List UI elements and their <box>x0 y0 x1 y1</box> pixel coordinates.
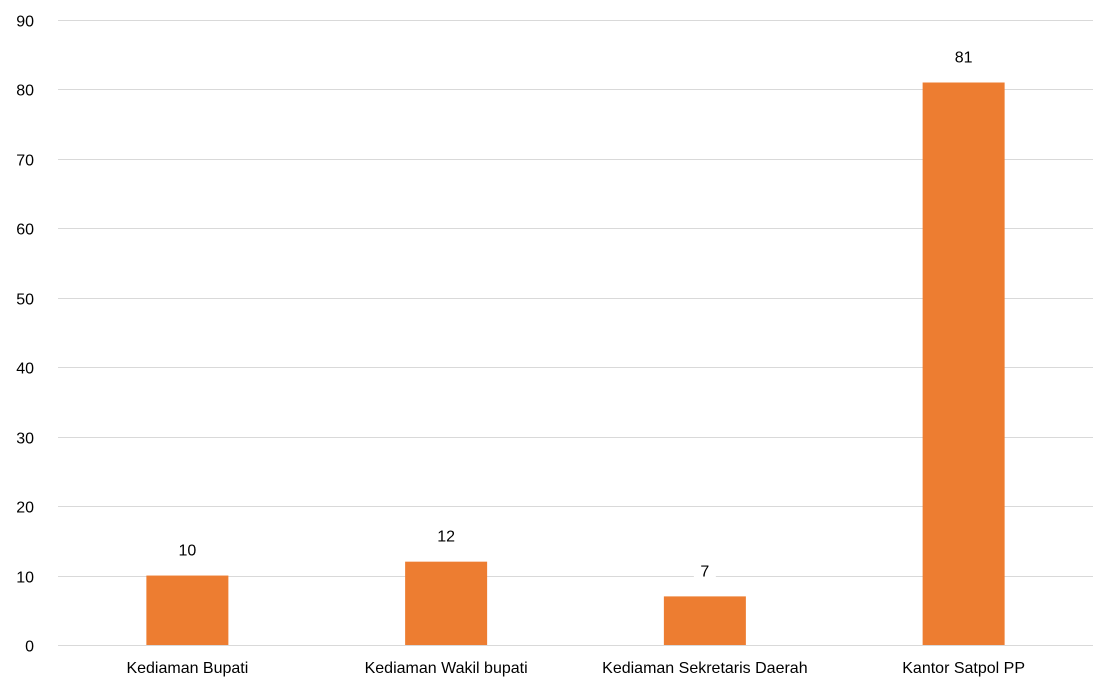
y-tick-label-90: 90 <box>16 14 34 31</box>
bar-4 <box>922 82 1005 645</box>
y-tick-label-20: 20 <box>16 500 34 517</box>
bar-2 <box>405 561 488 645</box>
x-category-label-3: Kediaman Sekretaris Daerah <box>602 660 807 677</box>
gridlines <box>58 20 1093 577</box>
y-tick-label-50: 50 <box>16 292 34 309</box>
data-label-2: 12 <box>437 529 455 546</box>
data-label-3: 7 <box>700 563 709 580</box>
y-tick-label-10: 10 <box>16 570 34 587</box>
y-tick-label-0: 0 <box>25 639 34 656</box>
data-labels: 10 12 7 81 <box>171 48 980 583</box>
x-axis-category-labels: Kediaman Bupati Kediaman Wakil bupati Kedi… <box>126 660 1025 677</box>
data-label-bg-3 <box>693 562 716 583</box>
x-category-label-1: Kediaman Bupati <box>126 660 248 677</box>
bar-3 <box>663 596 746 645</box>
y-tick-label-40: 40 <box>16 361 34 378</box>
data-label-bg-4 <box>947 48 980 69</box>
y-tick-label-60: 60 <box>16 222 34 239</box>
bars <box>146 82 1005 645</box>
y-axis-tick-labels: 0 10 20 30 40 50 60 70 80 90 <box>16 14 34 656</box>
x-category-label-4: Kantor Satpol PP <box>902 660 1025 677</box>
data-label-1: 10 <box>178 543 196 560</box>
data-label-4: 81 <box>955 50 973 67</box>
y-tick-label-30: 30 <box>16 431 34 448</box>
y-tick-label-70: 70 <box>16 153 34 170</box>
x-category-label-2: Kediaman Wakil bupati <box>365 660 528 677</box>
data-label-bg-2 <box>430 527 463 548</box>
data-label-bg-1 <box>171 541 204 562</box>
bar-1 <box>146 575 229 645</box>
y-tick-label-80: 80 <box>16 83 34 100</box>
